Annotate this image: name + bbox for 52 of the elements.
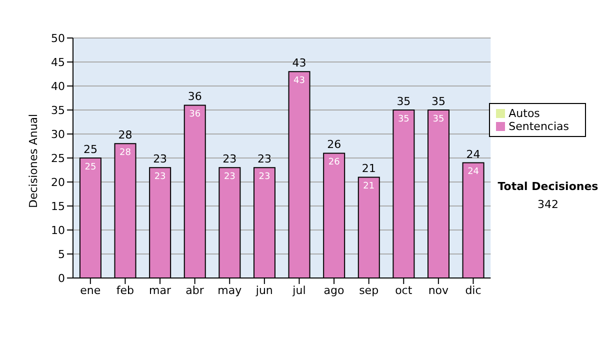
x-tick-label: nov (428, 284, 450, 297)
data-label: 23 (258, 172, 270, 182)
data-label: 25 (84, 162, 96, 172)
y-tick-label: 5 (58, 248, 65, 261)
data-label: 36 (189, 110, 201, 120)
total-label: 35 (396, 95, 411, 108)
y-tick-label: 25 (51, 152, 65, 165)
x-tick-label: jun (254, 284, 273, 297)
x-tick-label: sep (359, 284, 379, 297)
legend-label: Sentencias (508, 120, 569, 133)
total-label: 21 (362, 162, 376, 176)
data-label: 35 (398, 114, 410, 124)
total-label: 43 (292, 56, 306, 70)
y-tick-label: 35 (51, 104, 65, 117)
total-label: 35 (431, 95, 446, 108)
total-label: 23 (222, 152, 237, 166)
y-tick-label: 40 (51, 80, 65, 93)
total-label: 23 (257, 152, 272, 166)
data-label: 23 (154, 172, 166, 182)
x-tick-label: feb (116, 284, 134, 297)
x-tick-label: oct (395, 284, 413, 297)
data-label: 26 (328, 158, 340, 168)
x-tick-label: abr (186, 284, 204, 297)
total-label: 24 (466, 148, 480, 161)
y-tick-label: 15 (51, 200, 65, 213)
x-tick-label: ago (324, 284, 345, 297)
x-tick-label: jul (292, 284, 306, 297)
total-label: 26 (327, 138, 342, 152)
text: Total Decisiones (496, 180, 600, 193)
y-axis-title: Decisiones Anual (26, 114, 40, 208)
y-tick-label: 20 (51, 176, 65, 189)
text: 342 (536, 198, 560, 211)
x-tick-label: mar (149, 284, 172, 297)
data-label: 24 (468, 167, 480, 178)
x-tick-label: may (218, 284, 242, 297)
total-label: 28 (118, 128, 132, 142)
data-label: 23 (224, 172, 236, 182)
y-tick-label: 0 (58, 272, 65, 285)
data-label: 28 (120, 148, 132, 158)
total-label: 36 (188, 90, 202, 104)
y-tick-label: 45 (51, 56, 65, 69)
data-label: 35 (432, 114, 444, 124)
total-label: 25 (83, 143, 98, 156)
y-tick-label: 50 (51, 32, 65, 45)
data-label: 43 (294, 76, 306, 86)
y-tick-label: 10 (51, 224, 65, 237)
total-label: 23 (153, 152, 168, 166)
y-tick-label: 30 (51, 128, 65, 141)
legend-label: Autos (508, 107, 540, 120)
x-tick-label: ene (80, 284, 101, 297)
data-label: 21 (363, 182, 375, 192)
x-tick-label: dic (465, 284, 482, 297)
